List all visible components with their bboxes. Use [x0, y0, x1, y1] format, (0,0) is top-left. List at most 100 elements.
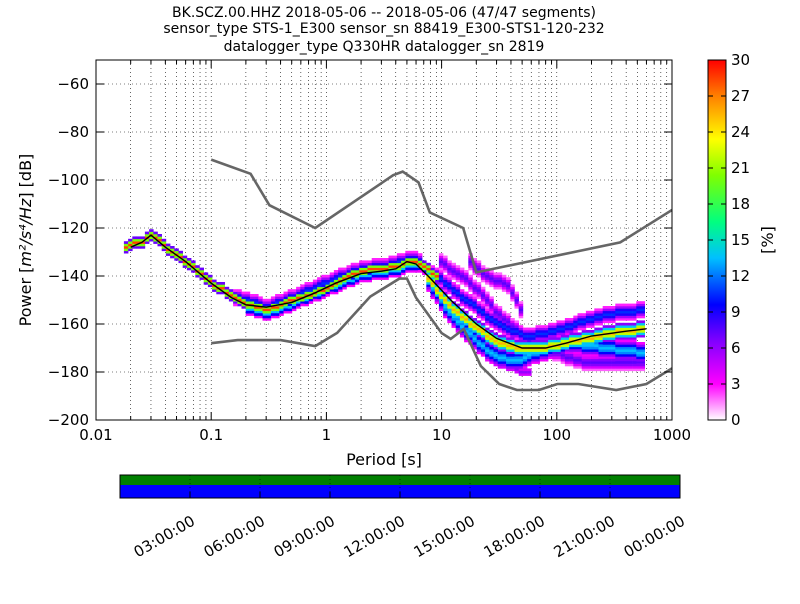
- density-cell: [464, 315, 469, 319]
- y-tick-label: −160: [48, 315, 89, 333]
- density-cell: [627, 342, 633, 345]
- density-cell: [602, 327, 608, 331]
- density-cell: [573, 356, 578, 360]
- density-cell: [472, 337, 477, 340]
- density-cell: [585, 334, 591, 338]
- density-cell: [422, 260, 427, 264]
- density-cell: [426, 267, 431, 271]
- density-cell: [506, 277, 511, 280]
- density-cell: [455, 277, 461, 280]
- density-cell: [472, 279, 477, 283]
- density-cell: [186, 267, 192, 271]
- density-cell: [535, 332, 540, 336]
- density-cell: [569, 318, 574, 321]
- density-cell: [510, 334, 515, 338]
- density-cell: [627, 318, 633, 321]
- density-cell: [136, 236, 141, 240]
- density-cell: [426, 262, 431, 266]
- density-cell: [480, 265, 486, 268]
- density-cell: [459, 296, 465, 300]
- density-cell: [476, 291, 482, 295]
- density-cell: [443, 306, 448, 309]
- density-cell: [606, 368, 612, 372]
- density-cell: [506, 327, 511, 331]
- density-cell: [443, 267, 448, 271]
- density-cell: [279, 313, 284, 316]
- density-cell: [476, 334, 482, 338]
- density-cell: [590, 325, 595, 328]
- density-cell: [560, 332, 566, 336]
- density-cell: [438, 308, 444, 312]
- density-cell: [472, 291, 477, 295]
- density-cell: [615, 366, 620, 369]
- density-cell: [556, 332, 561, 336]
- density-cell: [279, 308, 284, 312]
- density-cell: [581, 356, 587, 360]
- density-cell: [577, 363, 582, 367]
- density-cell: [485, 344, 490, 348]
- density-cell: [535, 334, 540, 338]
- density-cell: [472, 332, 477, 336]
- density-cell: [329, 286, 335, 290]
- density-cell: [640, 361, 645, 364]
- density-cell: [543, 354, 549, 357]
- density-cell: [493, 342, 498, 345]
- density-cell: [501, 277, 507, 280]
- density-cell: [531, 334, 536, 338]
- density-cell: [203, 279, 209, 283]
- density-cell: [363, 277, 368, 280]
- density-cell: [606, 351, 612, 355]
- density-cell: [623, 358, 629, 362]
- density-cell: [518, 325, 524, 328]
- density-cell: [476, 315, 482, 319]
- density-cell: [485, 315, 490, 319]
- density-cell: [485, 320, 490, 324]
- density-cell: [157, 243, 162, 247]
- density-cell: [527, 342, 532, 345]
- density-cell: [447, 279, 452, 283]
- density-cell: [413, 258, 419, 261]
- density-cell: [489, 284, 494, 288]
- density-cell: [447, 272, 452, 276]
- y-axis-label-suffix: ] [dB]: [16, 154, 35, 199]
- density-cell: [384, 265, 389, 268]
- density-cell: [497, 274, 503, 278]
- density-cell: [585, 351, 591, 355]
- density-cell: [384, 272, 389, 276]
- density-cell: [266, 310, 272, 314]
- density-cell: [497, 339, 503, 343]
- density-cell: [619, 325, 624, 328]
- density-cell: [384, 274, 389, 278]
- density-cell: [447, 260, 452, 264]
- density-cell: [472, 344, 477, 348]
- density-cell: [535, 327, 540, 331]
- density-cell: [535, 344, 540, 348]
- density-cell: [506, 291, 511, 295]
- density-cell: [636, 320, 641, 324]
- density-cell: [506, 366, 511, 369]
- density-cell: [518, 373, 524, 376]
- density-cell: [262, 303, 267, 307]
- density-cell: [144, 238, 150, 242]
- density-cell: [317, 294, 322, 297]
- density-cell: [136, 246, 141, 249]
- density-cell: [451, 272, 456, 276]
- density-cell: [577, 361, 582, 364]
- density-cell: [611, 313, 616, 316]
- density-cell: [535, 337, 540, 340]
- density-cell: [388, 262, 393, 266]
- density-cell: [266, 303, 272, 307]
- density-cell: [522, 373, 528, 376]
- density-cell: [321, 291, 326, 295]
- density-cell: [443, 308, 448, 312]
- density-cell: [623, 322, 629, 326]
- density-cell: [598, 339, 603, 343]
- density-cell: [354, 267, 360, 271]
- density-cell: [518, 337, 524, 340]
- density-cell: [392, 272, 398, 276]
- density-cell: [535, 358, 540, 362]
- density-cell: [594, 358, 599, 362]
- density-cell: [489, 342, 494, 345]
- density-cell: [480, 332, 486, 336]
